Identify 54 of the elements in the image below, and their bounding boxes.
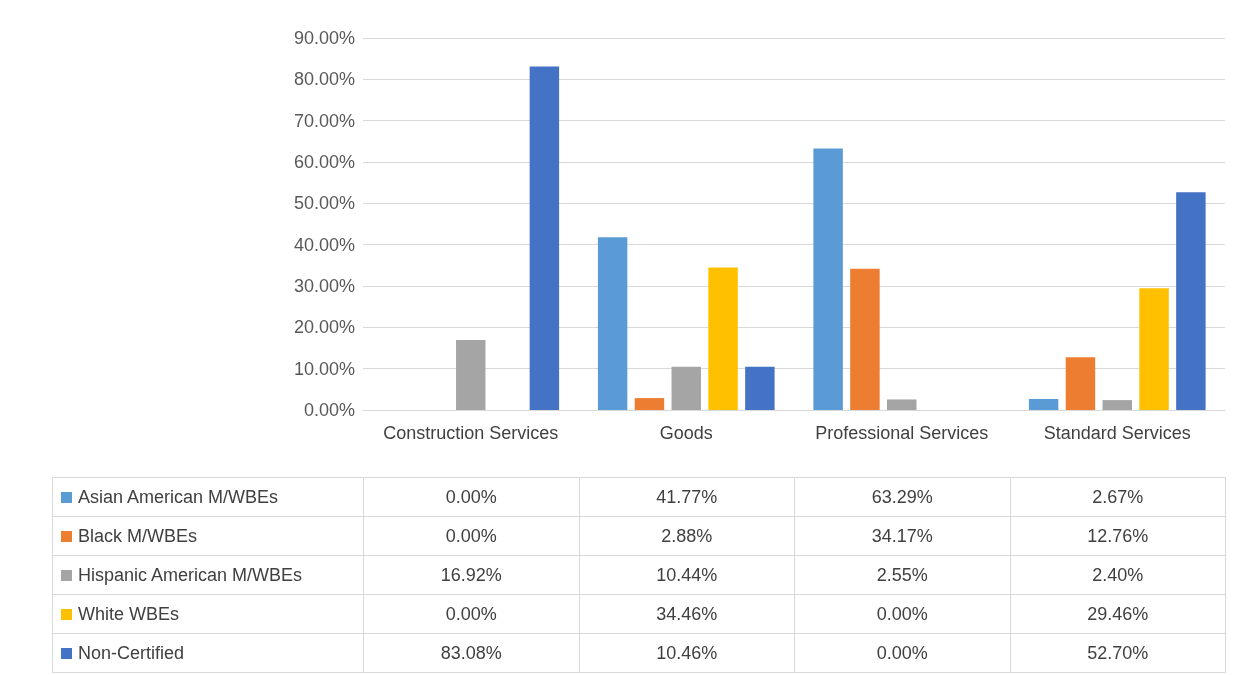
data-label: 41.77% bbox=[578, 477, 795, 517]
y-tick-label: 0.00% bbox=[303, 400, 355, 420]
data-label: 2.88% bbox=[578, 516, 795, 556]
data-label: 2.55% bbox=[794, 555, 1011, 595]
bar bbox=[850, 268, 880, 410]
bar bbox=[813, 148, 843, 410]
data-label: 29.46% bbox=[1009, 594, 1226, 634]
y-tick-label: 20.00% bbox=[293, 317, 355, 338]
y-tick-label: 70.00% bbox=[293, 110, 355, 131]
data-label: 0.00% bbox=[363, 477, 580, 517]
y-tick-label: 80.00% bbox=[293, 69, 355, 90]
data-label: 2.40% bbox=[1009, 555, 1226, 595]
x-tick-label: Goods bbox=[659, 422, 713, 443]
legend-label: White WBEs bbox=[52, 594, 364, 634]
data-label: 34.17% bbox=[794, 516, 1011, 556]
data-label: 0.00% bbox=[363, 516, 580, 556]
bar bbox=[456, 340, 486, 410]
x-tick-label: Construction Services bbox=[383, 422, 559, 443]
y-tick-label: 40.00% bbox=[293, 234, 355, 255]
bar bbox=[671, 366, 701, 410]
bar bbox=[1028, 398, 1059, 410]
x-tick-label: Professional Services bbox=[815, 422, 989, 443]
data-label: 52.70% bbox=[1009, 633, 1226, 673]
bar bbox=[1102, 400, 1132, 410]
legend-label: Hispanic American M/WBEs bbox=[52, 555, 364, 595]
data-label: 83.08% bbox=[363, 633, 580, 673]
data-label: 10.46% bbox=[578, 633, 795, 673]
bar bbox=[597, 237, 628, 410]
y-tick-label: 60.00% bbox=[293, 152, 355, 172]
legend-label: Asian American M/WBEs bbox=[52, 477, 364, 517]
y-tick-label: 30.00% bbox=[293, 276, 355, 296]
data-label: 34.46% bbox=[578, 594, 795, 634]
legend-label: Black M/WBEs bbox=[52, 516, 364, 556]
data-label: 2.67% bbox=[1009, 477, 1226, 517]
data-label: 0.00% bbox=[363, 594, 580, 634]
data-label: 16.92% bbox=[363, 555, 580, 595]
bar bbox=[1176, 192, 1206, 410]
bar bbox=[745, 366, 775, 410]
y-tick-label: 10.00% bbox=[293, 358, 355, 379]
bar bbox=[529, 66, 560, 410]
bar bbox=[1065, 357, 1096, 410]
data-label: 10.44% bbox=[578, 555, 795, 595]
data-label: 0.00% bbox=[794, 633, 1011, 673]
data-label: 0.00% bbox=[794, 594, 1011, 634]
data-label: 63.29% bbox=[794, 477, 1011, 517]
bar bbox=[1139, 288, 1169, 410]
y-tick-label: 90.00% bbox=[293, 28, 355, 48]
bar bbox=[634, 398, 665, 410]
y-tick-label: 50.00% bbox=[293, 193, 355, 214]
bar bbox=[887, 399, 917, 410]
x-tick-label: Standard Services bbox=[1043, 422, 1191, 443]
bar bbox=[708, 267, 738, 410]
data-label: 12.76% bbox=[1009, 516, 1226, 556]
legend-label: Non-Certified bbox=[52, 633, 364, 673]
